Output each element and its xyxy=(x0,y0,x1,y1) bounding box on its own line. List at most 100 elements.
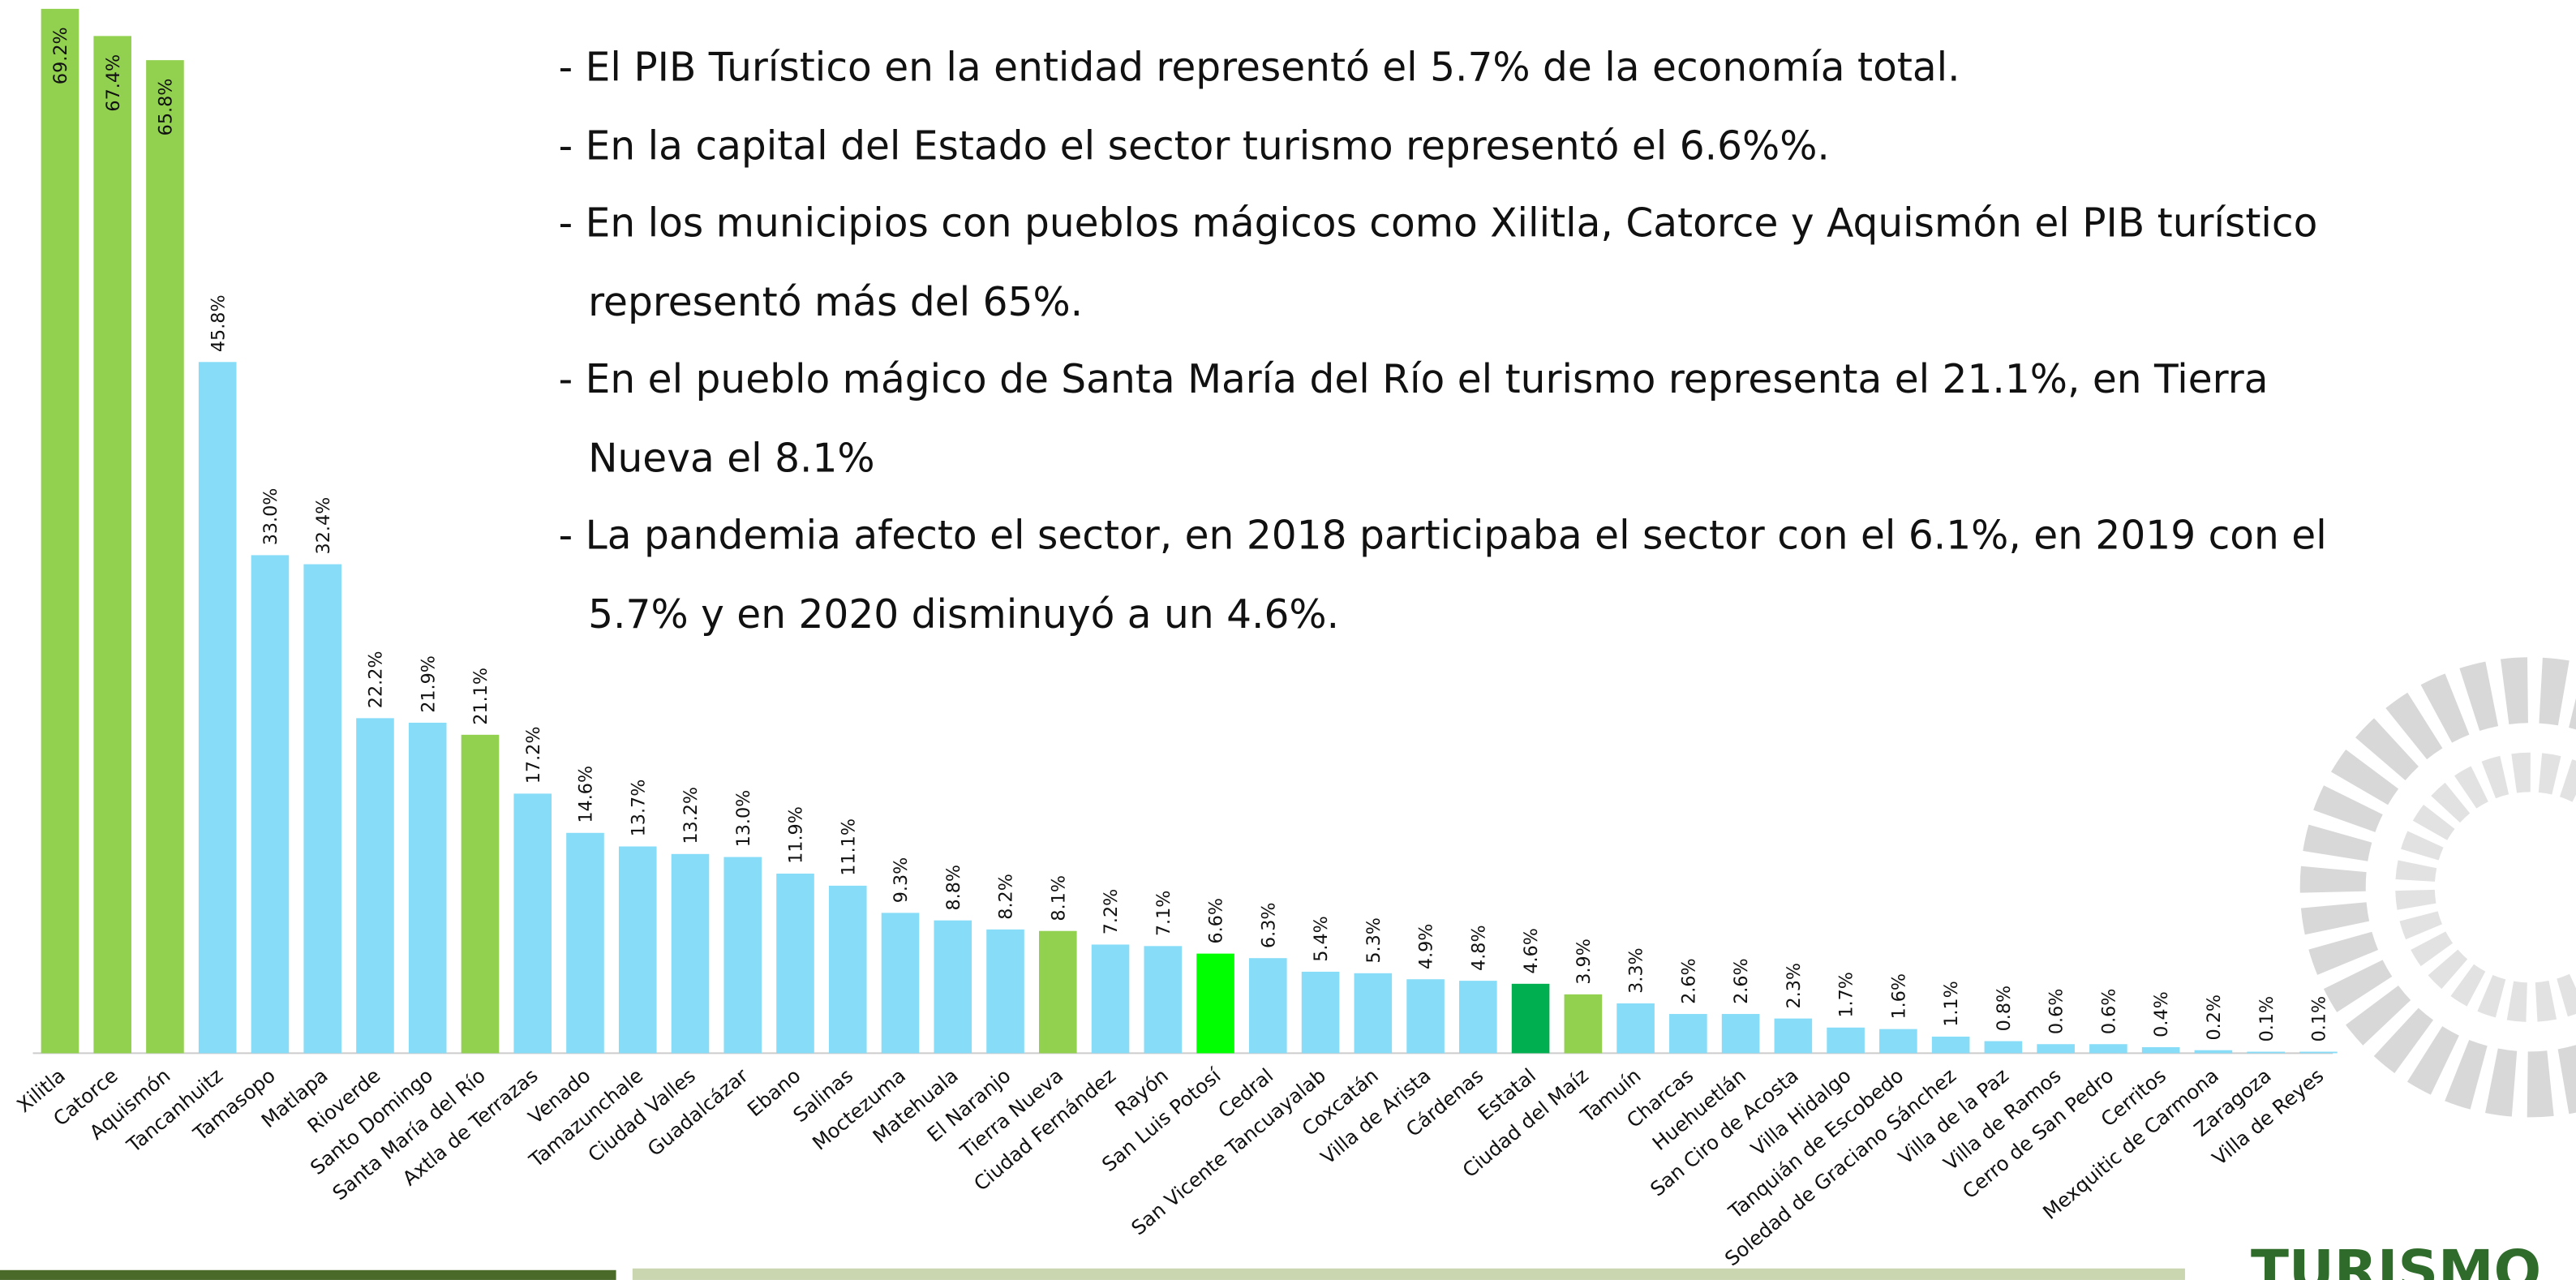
bar xyxy=(2089,1044,2127,1054)
value-label: 1.1% xyxy=(1941,981,1962,1027)
bar xyxy=(1669,1014,1707,1054)
bar xyxy=(2247,1051,2285,1054)
bar xyxy=(671,853,710,1054)
bar xyxy=(356,718,394,1054)
bar xyxy=(408,722,447,1054)
bar xyxy=(41,8,79,1054)
value-label: 21.1% xyxy=(470,668,492,725)
bar xyxy=(2194,1050,2233,1054)
bar xyxy=(1931,1036,1970,1054)
value-label: 6.6% xyxy=(1206,898,1227,944)
bar xyxy=(93,36,131,1054)
value-label: 1.7% xyxy=(1836,972,1857,1018)
bar xyxy=(1774,1018,1813,1054)
bar xyxy=(1984,1041,2023,1054)
notes-box: El PIB Turístico en la entidad represent… xyxy=(559,30,2333,655)
value-label: 3.3% xyxy=(1626,947,1647,994)
logo-pattern xyxy=(2299,657,2576,1118)
value-label: 13.0% xyxy=(733,790,754,848)
value-label: 0.1% xyxy=(2256,996,2278,1042)
value-label: 9.3% xyxy=(891,857,912,904)
value-label: 0.4% xyxy=(2151,991,2172,1037)
value-label: 21.9% xyxy=(418,655,439,713)
value-label: 33.0% xyxy=(260,488,281,546)
value-label: 2.6% xyxy=(1731,958,1752,1004)
note: En el pueblo mágico de Santa María del R… xyxy=(559,341,2333,497)
footer-bar xyxy=(0,1269,616,1280)
note: En la capital del Estado el sector turis… xyxy=(559,108,2333,186)
value-label: 32.4% xyxy=(313,497,334,555)
value-label: 13.2% xyxy=(680,787,702,844)
footer-strip xyxy=(632,1268,2185,1280)
bar xyxy=(1511,983,1550,1054)
value-label: 11.9% xyxy=(786,806,807,864)
bar xyxy=(723,857,762,1054)
value-label: 0.6% xyxy=(2099,989,2120,1035)
bar xyxy=(2299,1051,2338,1054)
bar xyxy=(776,874,814,1054)
value-label: 8.8% xyxy=(943,865,964,911)
bar xyxy=(461,734,500,1054)
bar xyxy=(1879,1029,1917,1054)
bar xyxy=(2141,1046,2180,1054)
bar xyxy=(1564,994,1603,1054)
value-label: 5.4% xyxy=(1311,916,1332,962)
value-label: 65.8% xyxy=(156,79,177,136)
bar xyxy=(828,885,867,1054)
bar xyxy=(1406,979,1445,1054)
value-label: 8.2% xyxy=(996,874,1017,920)
value-label: 2.3% xyxy=(1784,963,1805,1009)
logo-text: TURISMO xyxy=(2251,1239,2541,1280)
bar xyxy=(1354,973,1393,1054)
value-label: 6.3% xyxy=(1258,902,1279,948)
bar xyxy=(1459,981,1497,1054)
note: En los municipios con pueblos mágicos co… xyxy=(559,186,2333,341)
value-label: 7.2% xyxy=(1101,889,1122,935)
value-label: 4.6% xyxy=(1521,928,1542,974)
value-label: 7.1% xyxy=(1153,891,1174,937)
note: El PIB Turístico en la entidad represent… xyxy=(559,30,2333,108)
value-label: 17.2% xyxy=(523,727,544,784)
bar xyxy=(2037,1044,2075,1054)
bar xyxy=(618,846,657,1054)
value-label: 4.8% xyxy=(1468,925,1489,971)
bar xyxy=(1721,1014,1760,1054)
value-label: 0.8% xyxy=(1994,986,2015,1032)
value-label: 69.2% xyxy=(50,27,71,84)
bar xyxy=(1827,1027,1865,1054)
notes: El PIB Turístico en la entidad represent… xyxy=(559,30,2333,655)
bar xyxy=(1091,944,1130,1054)
value-label: 0.2% xyxy=(2204,994,2225,1041)
bar xyxy=(146,60,184,1054)
value-label: 0.6% xyxy=(2046,989,2067,1035)
value-label: 14.6% xyxy=(576,766,597,823)
bar xyxy=(1196,953,1234,1054)
value-label: 0.1% xyxy=(2309,996,2330,1042)
value-label: 4.9% xyxy=(1416,924,1437,970)
bar xyxy=(1038,930,1077,1054)
bar xyxy=(934,920,972,1054)
value-label: 11.1% xyxy=(838,818,859,876)
value-label: 8.1% xyxy=(1048,875,1069,921)
bar xyxy=(251,555,290,1054)
value-label: 1.6% xyxy=(1888,973,1909,1020)
note: La pandemia afecto el sector, en 2018 pa… xyxy=(559,498,2333,654)
bar xyxy=(566,832,604,1054)
bar xyxy=(513,793,552,1054)
value-label: 3.9% xyxy=(1574,939,1595,985)
value-label: 2.6% xyxy=(1678,958,1699,1004)
bar xyxy=(881,913,920,1054)
value-label: 67.4% xyxy=(103,54,124,112)
bar xyxy=(1249,958,1287,1054)
bar xyxy=(1301,971,1340,1054)
bar xyxy=(1144,946,1183,1054)
bar xyxy=(303,564,342,1054)
value-label: 13.7% xyxy=(628,780,649,837)
bar xyxy=(1616,1003,1655,1054)
value-label: 5.3% xyxy=(1363,917,1385,964)
bar xyxy=(198,362,237,1054)
value-label: 45.8% xyxy=(208,294,229,352)
value-label: 22.2% xyxy=(366,651,387,708)
